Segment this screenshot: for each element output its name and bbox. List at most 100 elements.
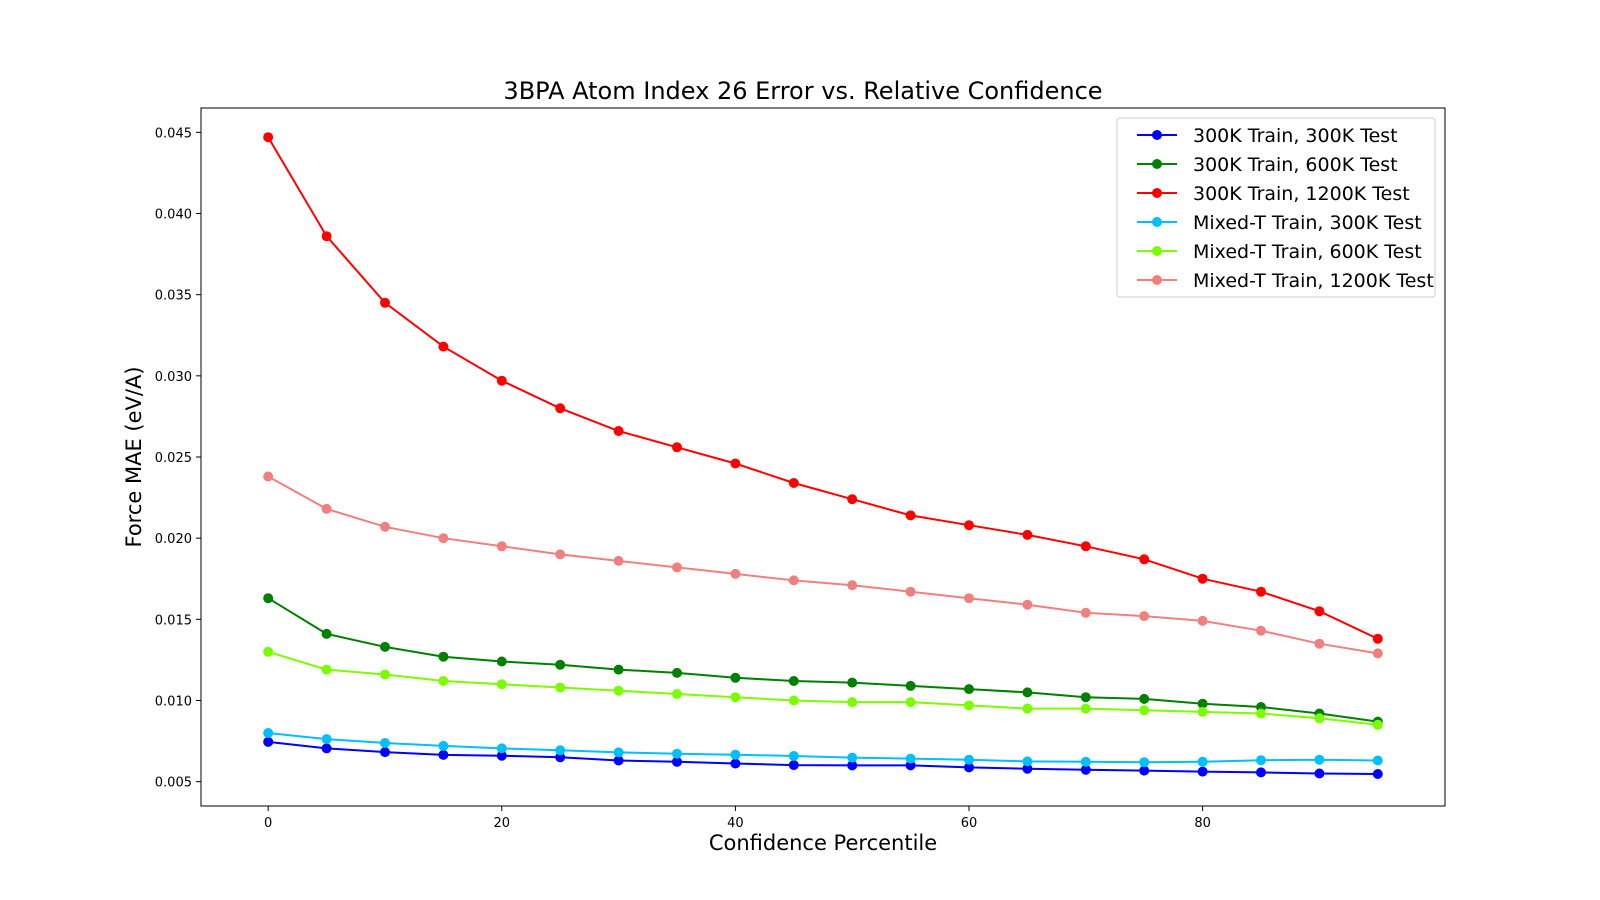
data-point-mixed-t-train-1200k-test [321,503,332,514]
data-point-mixed-t-train-600k-test [263,646,274,657]
data-point-300k-train-1200k-test [380,297,390,308]
data-point-300k-train-300k-test [438,749,449,760]
data-point-mixed-t-train-300k-test [1256,755,1266,766]
data-point-mixed-t-train-1200k-test [1256,625,1266,636]
data-point-300k-train-1200k-test [613,426,624,436]
data-point-mixed-t-train-600k-test [555,682,566,693]
data-point-mixed-t-train-1200k-test [1314,638,1325,649]
data-point-mixed-t-train-1200k-test [380,521,390,532]
y-tick-label: 0.020 [155,532,192,547]
legend-swatch-marker [1152,130,1162,140]
data-point-mixed-t-train-600k-test [1022,703,1033,714]
x-tick-label: 40 [727,816,744,831]
data-point-300k-train-1200k-test [1314,606,1325,617]
data-point-300k-train-1200k-test [1197,573,1208,584]
data-point-mixed-t-train-1200k-test [730,568,741,579]
data-point-mixed-t-train-1200k-test [905,586,916,597]
x-tick-label: 80 [1194,816,1211,831]
data-point-mixed-t-train-600k-test [964,700,974,711]
y-tick-label: 0.005 [155,776,192,791]
legend-swatch-marker [1152,246,1162,256]
x-axis: 0 20 40 60 80 [264,806,1211,831]
data-point-mixed-t-train-300k-test [1022,756,1033,767]
data-point-mixed-t-train-1200k-test [555,549,566,560]
data-point-mixed-t-train-600k-test [496,679,507,690]
data-point-300k-train-600k-test [1080,692,1091,703]
series-line-300k-train-300k-test [268,740,1378,775]
series-line-mixed-t-train-1200k-test [267,475,1378,655]
y-tick-label: 0.040 [155,208,192,223]
series-line-300k-train-1200k-test [267,136,1379,640]
data-point-300k-train-300k-test [380,747,390,758]
chart-title: 3BPA Atom Index 26 Error vs. Relative Co… [503,77,1102,105]
data-point-mixed-t-train-300k-test [438,740,449,751]
data-point-mixed-t-train-1200k-test [438,533,449,544]
data-point-300k-train-1200k-test [1256,586,1266,597]
data-point-300k-train-1200k-test [1372,633,1383,644]
data-point-mixed-t-train-300k-test [788,751,799,761]
data-point-300k-train-300k-test [1372,769,1383,779]
data-point-mixed-t-train-1200k-test [1197,615,1208,626]
data-point-300k-train-300k-test [1314,768,1325,779]
data-point-mixed-t-train-600k-test [1139,705,1150,716]
data-point-mixed-t-train-600k-test [1197,706,1208,717]
data-point-300k-train-300k-test [321,743,332,754]
data-point-300k-train-1200k-test [555,403,566,414]
data-point-mixed-t-train-300k-test [964,754,974,765]
data-point-300k-train-1200k-test [321,231,332,242]
data-point-mixed-t-train-1200k-test [672,562,682,573]
data-point-mixed-t-train-600k-test [672,689,682,699]
data-point-300k-train-600k-test [555,659,566,670]
data-point-300k-train-300k-test [1197,766,1208,777]
series-line-mixed-t-train-300k-test [268,732,1378,764]
data-point-300k-train-300k-test [1022,763,1033,774]
data-point-300k-train-600k-test [730,672,741,683]
series-line-mixed-t-train-600k-test [267,650,1378,726]
data-point-300k-train-300k-test [613,755,624,766]
data-point-300k-train-300k-test [672,756,682,767]
data-point-300k-train-600k-test [847,677,858,688]
data-point-mixed-t-train-300k-test [1139,757,1150,768]
data-point-300k-train-600k-test [1022,687,1033,698]
data-point-mixed-t-train-300k-test [847,752,858,763]
data-point-mixed-t-train-1200k-test [1022,599,1033,610]
data-point-mixed-t-train-300k-test [555,745,566,756]
data-point-mixed-t-train-300k-test [1372,755,1383,766]
data-point-mixed-t-train-600k-test [1372,719,1383,730]
data-point-mixed-t-train-1200k-test [496,541,507,552]
data-point-300k-train-600k-test [321,628,332,639]
data-point-300k-train-600k-test [672,667,682,678]
legend-entry: Mixed-T Train, 300K Test [1193,212,1422,234]
data-point-300k-train-1200k-test [847,494,858,505]
data-point-300k-train-300k-test [788,760,799,771]
data-point-mixed-t-train-300k-test [730,749,741,760]
data-point-mixed-t-train-300k-test [905,753,916,764]
data-point-mixed-t-train-300k-test [263,728,274,738]
y-tick-label: 0.030 [155,370,192,385]
data-point-mixed-t-train-1200k-test [613,555,624,566]
data-point-mixed-t-train-600k-test [730,692,741,703]
data-point-mixed-t-train-1200k-test [847,580,858,591]
data-point-mixed-t-train-1200k-test [964,593,974,604]
data-point-mixed-t-train-300k-test [613,747,624,758]
data-point-mixed-t-train-300k-test [1314,754,1325,765]
data-point-300k-train-1200k-test [1022,529,1033,540]
data-point-300k-train-600k-test [438,651,449,662]
legend-swatch-marker [1152,159,1162,169]
x-axis-label: Confidence Percentile [709,831,937,855]
data-point-300k-train-300k-test [730,758,741,769]
data-point-300k-train-600k-test [964,684,974,695]
data-point-300k-train-300k-test [1080,764,1091,775]
data-point-mixed-t-train-300k-test [321,734,332,745]
legend: 300K Train, 300K Test 300K Train, 600K Te… [1116,117,1436,298]
data-point-mixed-t-train-300k-test [672,748,682,759]
data-point-mixed-t-train-600k-test [438,676,449,686]
data-point-300k-train-300k-test [1139,765,1150,776]
data-point-300k-train-600k-test [263,593,274,604]
data-point-300k-train-300k-test [1256,767,1266,778]
legend-entry: 300K Train, 1200K Test [1193,183,1410,205]
legend-swatch-marker [1152,188,1162,198]
data-point-300k-train-300k-test [847,760,858,771]
data-point-300k-train-1200k-test [788,478,799,488]
